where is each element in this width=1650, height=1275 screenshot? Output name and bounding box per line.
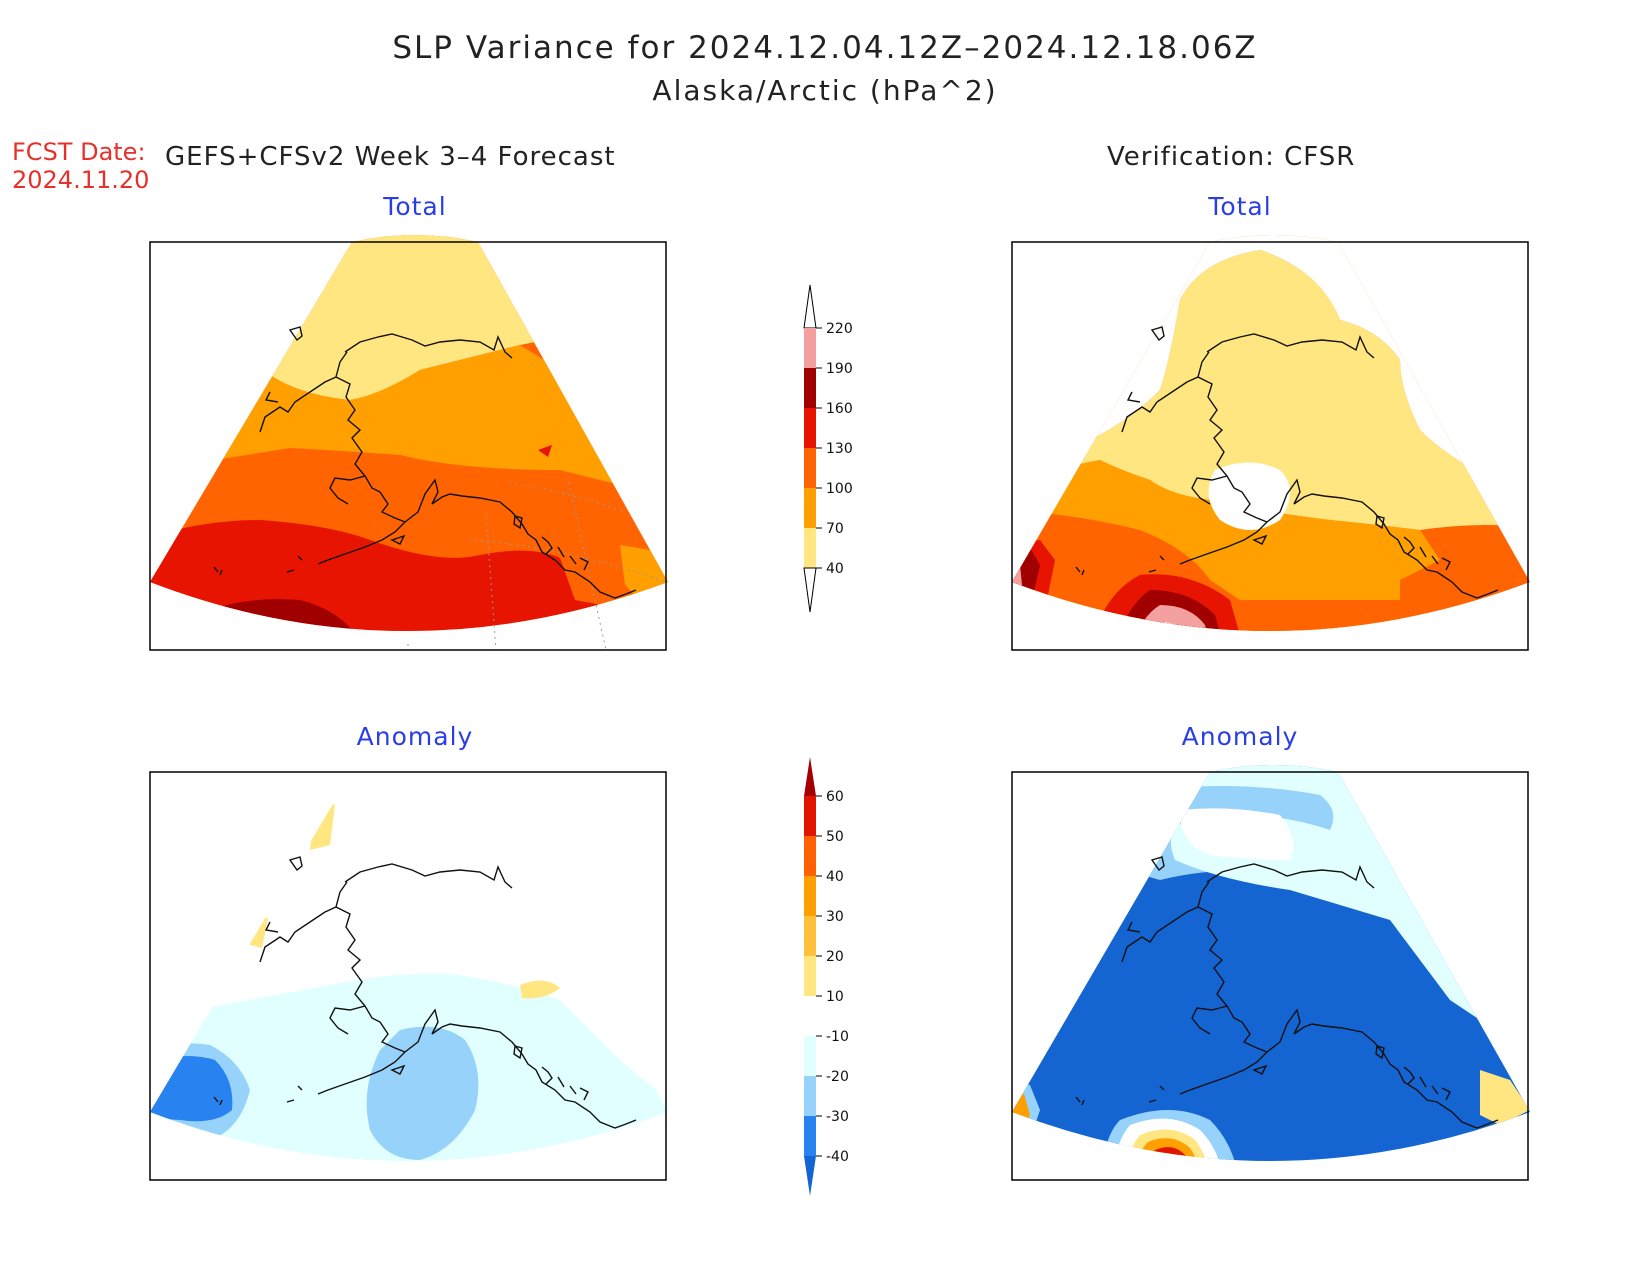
map-verification-total xyxy=(1011,235,1530,651)
colorbar-total: 40 70 100 130 160 190 220 xyxy=(803,284,853,613)
cb-anom-tick-50: 50 xyxy=(826,829,844,845)
cb-total-tick-100: 100 xyxy=(826,481,853,497)
fcst-total-subtitle: Total xyxy=(383,192,447,221)
cb-anom-tick-m10: -10 xyxy=(826,1029,849,1045)
cb-anom-tick-20: 20 xyxy=(826,949,844,965)
colorbar-anomaly: -40 -30 -20 -10 10 20 30 40 50 60 xyxy=(804,757,849,1196)
forecast-model-label: GEFS+CFSv2 Week 3–4 Forecast xyxy=(165,142,616,172)
fcst-anomaly-subtitle: Anomaly xyxy=(356,722,474,751)
map-forecast-total xyxy=(149,235,668,651)
verification-label: Verification: CFSR xyxy=(1107,142,1356,172)
cb-total-tick-220: 220 xyxy=(826,321,853,337)
main-subtitle: Alaska/Arctic (hPa^2) xyxy=(652,74,998,107)
fcst-date-label: FCST Date: xyxy=(12,138,146,166)
cb-total-tick-130: 130 xyxy=(826,441,853,457)
cb-anom-tick-10: 10 xyxy=(826,989,844,1005)
cb-total-tick-40: 40 xyxy=(826,561,844,577)
map-verification-anomaly xyxy=(1011,765,1530,1181)
cb-total-tick-190: 190 xyxy=(826,361,853,377)
cb-total-tick-160: 160 xyxy=(826,401,853,417)
cb-total-tick-70: 70 xyxy=(826,521,844,537)
map-forecast-anomaly xyxy=(149,765,668,1181)
fcst-date-value: 2024.11.20 xyxy=(12,166,150,194)
obs-anomaly-subtitle: Anomaly xyxy=(1181,722,1299,751)
cb-anom-tick-m40: -40 xyxy=(826,1149,849,1165)
cb-anom-tick-30: 30 xyxy=(826,909,844,925)
cb-anom-tick-60: 60 xyxy=(826,789,844,805)
cb-anom-tick-m20: -20 xyxy=(826,1069,849,1085)
main-title: SLP Variance for 2024.12.04.12Z–2024.12.… xyxy=(392,30,1258,66)
obs-total-subtitle: Total xyxy=(1208,192,1272,221)
cb-anom-tick-40: 40 xyxy=(826,869,844,885)
cb-anom-tick-m30: -30 xyxy=(826,1109,849,1125)
